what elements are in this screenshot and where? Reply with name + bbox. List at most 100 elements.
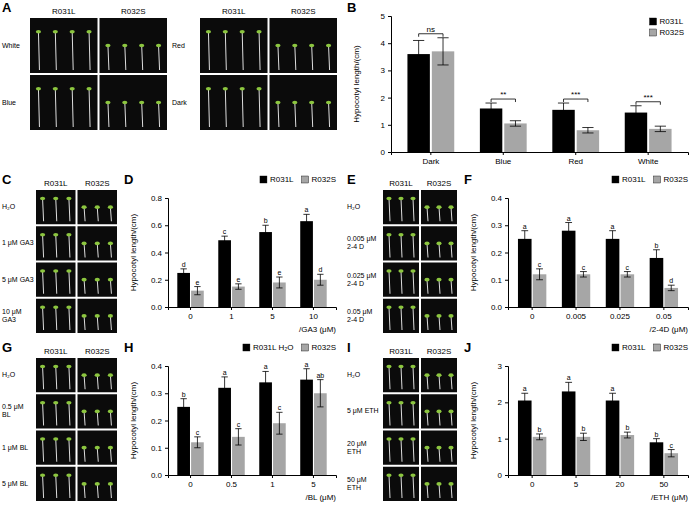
seedling-cotyledon	[66, 269, 71, 273]
bar	[577, 130, 599, 152]
bar	[432, 51, 454, 152]
tick-mark	[165, 448, 168, 449]
photo-panel: CR031LR032SH₂O1 μM GA35 μM GA310 μMGA3	[2, 172, 117, 333]
row-label: 1 μM GA3	[2, 239, 34, 247]
bar	[259, 382, 272, 475]
tick-mark	[505, 475, 508, 476]
y-tick: 0.8	[151, 194, 168, 203]
photo	[100, 75, 168, 130]
tick-mark	[388, 43, 391, 44]
tick-label: 0.0	[151, 303, 163, 312]
legend-label: R032S	[312, 343, 336, 352]
legend-swatch	[650, 29, 657, 36]
seedling-stem	[43, 439, 44, 462]
seedling-stem	[427, 448, 428, 462]
seedling-stem	[69, 235, 70, 258]
seedling-cotyledon	[36, 30, 41, 34]
seedling-cotyledon	[424, 314, 429, 318]
group-letter: ab	[316, 372, 324, 379]
seedling-cotyledon	[410, 474, 415, 478]
text-line: Dark	[172, 98, 187, 105]
legend-swatch	[612, 344, 619, 351]
seedling-cotyledon	[53, 437, 58, 441]
seedling-cotyledon	[223, 87, 228, 91]
error-bar	[194, 287, 200, 295]
significance-label: **	[500, 90, 506, 99]
y-axis-title: Hypocotyl length/(cm)	[469, 213, 478, 291]
seedling-stem	[389, 367, 390, 390]
seedling-stem	[110, 280, 111, 294]
seedling-stem	[56, 307, 57, 330]
legend-item: R032S	[302, 343, 336, 352]
tick-mark	[313, 475, 314, 478]
bar	[621, 274, 635, 307]
tick-mark	[505, 198, 508, 199]
seedling-stem	[84, 448, 85, 462]
bar	[259, 232, 272, 307]
seedling-stem	[84, 411, 85, 425]
seedling-stem	[451, 448, 452, 462]
tick-label: 5	[270, 312, 275, 321]
y-tick: 0.0	[491, 303, 508, 312]
tick-label: 50	[659, 480, 668, 489]
text-line: 1 μM BL	[2, 443, 28, 451]
tick-mark	[165, 253, 168, 254]
seedling-stem	[97, 207, 98, 221]
tick-label: 0.05	[656, 312, 672, 321]
bar	[218, 388, 231, 475]
seedling-stem	[110, 243, 111, 257]
error-bar	[521, 231, 528, 247]
text-line: 0.5 μM	[2, 403, 24, 411]
photo	[78, 299, 118, 333]
seedling-stem	[451, 375, 452, 389]
legend-swatch	[302, 344, 309, 351]
seedling-stem	[43, 475, 44, 498]
legend-label: R031L	[660, 17, 684, 26]
axis-line	[509, 476, 689, 479]
text-line: 5 μM BL	[2, 480, 28, 488]
row-label: Red	[172, 41, 185, 48]
text-line: GA3	[2, 316, 16, 323]
photo	[36, 431, 76, 465]
seedling-stem	[159, 46, 160, 71]
seedling-stem	[142, 46, 143, 71]
tick-mark	[165, 393, 168, 394]
text-line: 1 μM GA3	[2, 239, 34, 247]
seedling-stem	[56, 199, 57, 222]
x-axis: 01510	[169, 307, 337, 321]
bar	[177, 407, 190, 475]
photo	[200, 18, 268, 73]
seedling-cotyledon	[95, 373, 100, 377]
column-header: R031L	[389, 347, 413, 356]
legend-item: R031L	[612, 343, 646, 352]
tick-mark	[532, 307, 533, 310]
tick-label: 0	[498, 471, 503, 480]
tick-mark	[503, 152, 504, 155]
seedling-stem	[84, 484, 85, 498]
axis-line	[509, 308, 689, 311]
seedling-stem	[295, 103, 296, 128]
seedling-cotyledon	[398, 437, 403, 441]
seedling-stem	[401, 475, 402, 498]
error-bar	[262, 371, 268, 393]
seedling-cotyledon	[66, 474, 71, 478]
seedling-stem	[97, 448, 98, 462]
y-tick: 0.1	[151, 444, 168, 453]
group-letter: c	[582, 264, 586, 271]
y-tick: 3	[498, 362, 508, 371]
seedling-cotyledon	[424, 373, 429, 377]
seedling-stem	[108, 103, 109, 128]
seedling-cotyledon	[448, 314, 453, 318]
seedling-stem	[242, 89, 243, 127]
photo	[200, 75, 268, 130]
tick-mark	[505, 280, 508, 281]
y-axis: 0.00.20.40.60.8	[151, 194, 169, 312]
y-tick: 0.2	[151, 276, 168, 285]
x-tick: Red	[568, 152, 583, 166]
tick-mark	[505, 307, 508, 308]
column-header: R032S	[85, 347, 109, 356]
seedling-cotyledon	[86, 87, 91, 91]
seedling-cotyledon	[386, 401, 391, 405]
seedling-stem	[389, 235, 390, 258]
group-letter: d	[182, 261, 186, 268]
